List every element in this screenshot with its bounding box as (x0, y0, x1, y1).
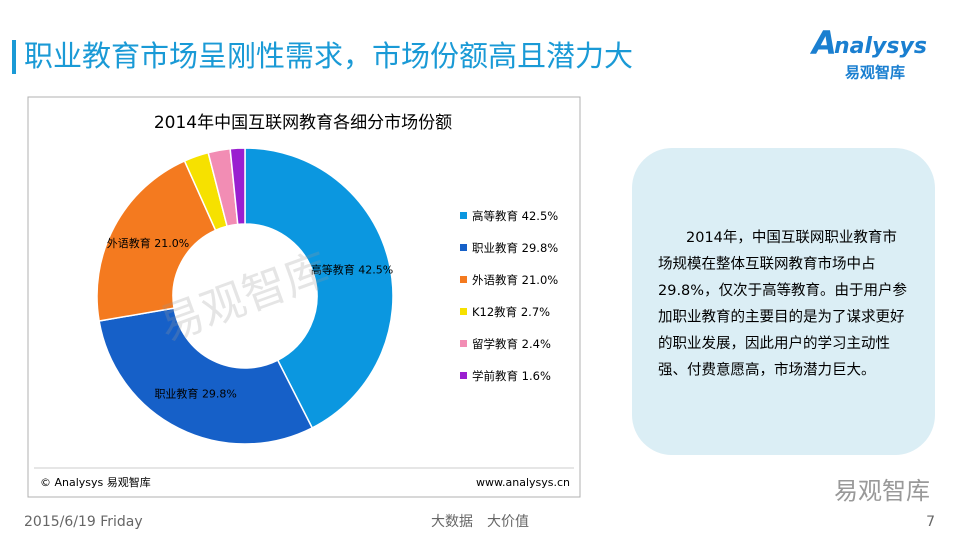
data-label-value: 29.8% (202, 387, 237, 400)
legend-name: 高等教育 (472, 209, 518, 223)
legend-value: 1.6% (522, 369, 551, 383)
paragraph-line: 加职业教育的主要目的是为了谋求更好 (658, 309, 905, 326)
legend-swatch (460, 276, 467, 283)
data-label-name: 职业教育 (154, 386, 198, 400)
legend-value: 2.4% (522, 337, 551, 351)
text-box (632, 148, 935, 455)
legend: 高等教育 42.5% 职业教育 29.8% 外语教育 21.0% K12教育 2.7%… (460, 209, 558, 383)
legend-value: 2.7% (521, 305, 550, 319)
legend-value: 21.0% (522, 273, 559, 287)
legend-swatch (460, 372, 467, 379)
logo: nalysys (834, 34, 927, 59)
inner-hole (187, 238, 303, 354)
paragraph-line: 场规模在整体互联网教育市场中占 (658, 256, 876, 273)
paragraph-line: 2014年，中国互联网职业教育市 (686, 229, 897, 246)
slide-title: 职业教育市场呈刚性需求，市场份额高且潜力大 (24, 39, 633, 73)
wechat: 易观智库 (834, 477, 930, 505)
legend-name: K12教育 (472, 305, 517, 319)
legend-label: 留学教育 2.4% (472, 337, 551, 351)
legend-name: 外语教育 (472, 273, 518, 287)
data-label-name: 外语教育 (107, 236, 151, 250)
data-label: 职业教育 29.8% (154, 386, 236, 400)
donut-segment (96, 159, 217, 322)
donut-segment (229, 147, 246, 226)
data-label-value: 42.5% (358, 263, 393, 276)
legend-swatch (460, 244, 467, 251)
logo-sub: 易观智库 (845, 64, 905, 82)
legend-label: K12教育 2.7% (472, 305, 550, 319)
legend-swatch (460, 212, 467, 219)
legend-label: 学前教育 1.6% (472, 369, 551, 383)
source: © Analysys 易观智库 (40, 475, 151, 489)
logo-a: A (809, 24, 837, 62)
legend-name: 学前教育 (472, 369, 518, 383)
paragraph-line: 的职业发展，因此用户的学习主动性 (658, 335, 890, 352)
footer-center: 大数据 大价值 (431, 514, 529, 530)
donut-segment (98, 307, 314, 445)
donut-segment (244, 147, 394, 429)
title-bar (12, 40, 16, 74)
data-label-name: 高等教育 (311, 262, 355, 276)
legend-label: 职业教育 29.8% (472, 241, 558, 255)
chart-title: 2014年中国互联网教育各细分市场份额 (154, 113, 452, 133)
data-label: 高等教育 42.5% (311, 262, 393, 276)
paragraph-line: 强、付费意愿高，市场潜力巨大。 (658, 361, 876, 379)
legend-swatch (460, 308, 467, 315)
legend-name: 职业教育 (472, 241, 518, 255)
legend-name: 留学教育 (472, 337, 518, 351)
data-label: 外语教育 21.0% (107, 236, 189, 250)
legend-value: 42.5% (522, 209, 559, 223)
legend-label: 外语教育 21.0% (472, 273, 558, 287)
data-label-value: 21.0% (154, 237, 189, 250)
legend-swatch (460, 340, 467, 347)
page-number: 7 (926, 514, 935, 530)
footer-date: 2015/6/19 Friday (24, 514, 143, 530)
donut: 高等教育 42.5% 职业教育 29.8% 外语教育 21.0% (96, 147, 394, 445)
paragraph-line: 29.8%，仅次于高等教育。由于用户参 (658, 281, 907, 299)
legend-value: 29.8% (522, 241, 559, 255)
legend-label: 高等教育 42.5% (472, 209, 558, 223)
source-url: www.analysys.cn (476, 476, 570, 489)
